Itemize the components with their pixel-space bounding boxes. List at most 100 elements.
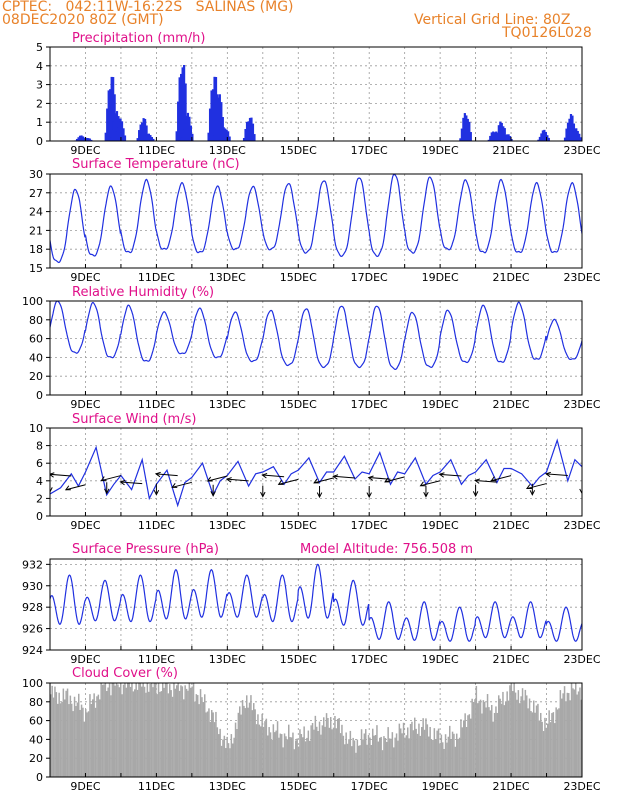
cloud-bar bbox=[96, 696, 98, 777]
cloud-bar bbox=[174, 688, 177, 777]
cloud-bar bbox=[271, 739, 273, 777]
cloud-bar bbox=[433, 728, 436, 777]
x-tick-label: 13DEC bbox=[209, 780, 246, 793]
precip-bar bbox=[222, 127, 225, 141]
cloud-bar bbox=[101, 684, 104, 777]
cloud-bar bbox=[456, 733, 458, 777]
precip-bar bbox=[111, 129, 114, 141]
cloud-bar bbox=[512, 691, 514, 777]
cloud-bar bbox=[451, 731, 454, 777]
precip-bar bbox=[87, 138, 90, 141]
precip-bar bbox=[469, 132, 472, 141]
cloud-bar bbox=[276, 721, 279, 777]
cloud-bar bbox=[486, 694, 489, 777]
cloud-bar bbox=[342, 735, 345, 777]
x-tick-label: 23DEC bbox=[563, 519, 600, 532]
x-tick-label: 21DEC bbox=[493, 519, 530, 532]
x-tick-label: 19DEC bbox=[422, 780, 459, 793]
cloud-bar bbox=[355, 752, 357, 777]
cloud-bar bbox=[437, 728, 440, 777]
cloud-bar bbox=[57, 703, 59, 777]
cloud-bar bbox=[346, 743, 349, 777]
x-tick-label: 21DEC bbox=[493, 144, 530, 157]
cloud-bar bbox=[268, 727, 270, 777]
cloud-bar bbox=[180, 685, 182, 777]
precip-bar bbox=[245, 121, 249, 141]
cloud-bar bbox=[173, 683, 175, 777]
cloud-bar bbox=[93, 693, 95, 777]
cloud-bar bbox=[471, 698, 473, 777]
wind-arrow bbox=[262, 474, 285, 478]
wind-arrow-head bbox=[206, 476, 213, 482]
precip-bar bbox=[503, 135, 506, 141]
cloud-bar bbox=[485, 707, 487, 777]
cloud-bar bbox=[464, 713, 466, 777]
precip-bar bbox=[113, 138, 116, 141]
cloud-bar bbox=[484, 701, 486, 777]
wind-arrow-head bbox=[423, 491, 429, 498]
cloud-bar bbox=[496, 712, 499, 777]
precip-bar bbox=[495, 131, 498, 141]
cloud-bar bbox=[153, 683, 156, 777]
cloud-bar bbox=[348, 739, 350, 777]
y-tick-label: 60 bbox=[29, 333, 43, 346]
cloud-bar bbox=[577, 691, 580, 777]
x-tick-label: 13DEC bbox=[209, 398, 246, 411]
cloud-bar bbox=[163, 687, 165, 777]
precip-bar bbox=[211, 89, 215, 141]
cloud-bar bbox=[166, 683, 168, 777]
y-tick-label: 2 bbox=[36, 97, 43, 110]
cloud-bar bbox=[493, 712, 496, 777]
precip-bar bbox=[115, 111, 119, 141]
cloud-bar bbox=[379, 737, 381, 777]
cloud-bar bbox=[302, 737, 304, 777]
precip-bar bbox=[208, 108, 212, 141]
cloud-bar bbox=[386, 741, 388, 777]
cloud-bar bbox=[545, 727, 548, 777]
cloud-bar bbox=[100, 683, 102, 777]
cloud-bar bbox=[303, 726, 305, 777]
x-tick-label: 23DEC bbox=[563, 398, 600, 411]
panel-title: Surface Temperature (nC) bbox=[72, 157, 240, 172]
cloud-bar bbox=[72, 711, 74, 777]
cloud-bar bbox=[142, 683, 144, 777]
cloud-bar bbox=[507, 700, 510, 777]
precip-bar bbox=[80, 135, 83, 141]
cloud-bar bbox=[107, 687, 109, 777]
y-tick-label: 18 bbox=[29, 243, 43, 256]
wind-arrow-head bbox=[419, 481, 426, 487]
precip-bar bbox=[188, 116, 191, 141]
wind-arrow bbox=[475, 479, 497, 483]
cloud-bar bbox=[75, 706, 77, 777]
cloud-bar bbox=[367, 735, 370, 777]
precip-bar bbox=[186, 112, 190, 141]
cloud-bar bbox=[201, 697, 203, 777]
cloud-bar bbox=[391, 732, 394, 777]
cloud-bar bbox=[548, 710, 550, 777]
cloud-bar bbox=[68, 704, 70, 777]
precip-bar bbox=[579, 137, 582, 141]
panel-title: Surface Wind (m/s) bbox=[72, 412, 196, 427]
y-tick-label: 0 bbox=[36, 135, 43, 148]
cloud-bar bbox=[320, 734, 322, 777]
panel-frame bbox=[49, 682, 583, 778]
y-tick-label: 15 bbox=[29, 262, 43, 275]
cloud-bar bbox=[377, 741, 380, 777]
cloud-bar bbox=[345, 732, 347, 777]
cloud-bar bbox=[159, 691, 161, 777]
panel-annotation: Model Altitude: 756.508 m bbox=[300, 542, 473, 557]
cloud-bar bbox=[213, 722, 216, 777]
precip-bar bbox=[215, 110, 218, 141]
cloud-bar bbox=[363, 733, 366, 777]
cloud-bar bbox=[257, 714, 259, 777]
cloud-bar bbox=[468, 714, 471, 777]
cloud-bar bbox=[61, 701, 63, 777]
precip-bar bbox=[78, 135, 82, 141]
cloud-bar bbox=[374, 735, 377, 777]
cloud-bar bbox=[122, 684, 125, 777]
x-tick-label: 9DEC bbox=[70, 144, 100, 157]
cloud-bar bbox=[293, 749, 296, 777]
cloud-bar bbox=[463, 720, 465, 777]
wind-arrow-head bbox=[525, 484, 532, 490]
precip-bar bbox=[463, 113, 466, 141]
